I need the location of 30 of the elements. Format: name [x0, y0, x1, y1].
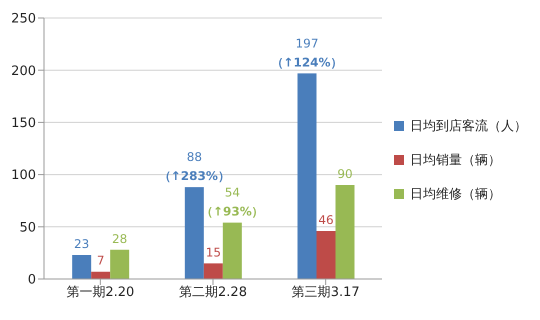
data-label: 15 — [206, 245, 221, 260]
y-tick-label: 100 — [11, 168, 36, 184]
legend-label: 日均销量（辆） — [410, 152, 501, 169]
bar — [184, 187, 204, 279]
data-label: 90 — [337, 167, 353, 182]
y-tick-label: 150 — [11, 116, 36, 132]
bar — [222, 222, 242, 279]
data-label: 46 — [318, 212, 334, 227]
x-tick-label: 第三期3.17 — [292, 285, 360, 300]
y-tick-label: 0 — [28, 272, 36, 288]
data-label: 88 （↑283%） — [158, 150, 230, 184]
y-tick-label: 250 — [11, 12, 36, 27]
legend-label: 日均到店客流（人） — [410, 118, 527, 135]
legend-label: 日均维修（辆） — [410, 186, 501, 203]
data-label: 28 — [112, 232, 128, 246]
bar — [336, 185, 354, 279]
bar — [110, 250, 130, 279]
bar — [204, 263, 223, 279]
data-label: 54 （↑93%） — [200, 186, 264, 219]
data-label: 7 — [96, 254, 104, 268]
bar — [316, 230, 336, 279]
bar — [91, 272, 110, 279]
x-tick-label: 第二期2.28 — [179, 285, 247, 300]
bar — [72, 254, 92, 279]
bar — [298, 73, 316, 279]
data-label: 23 — [74, 236, 90, 251]
x-tick-label: 第一期2.20 — [66, 285, 134, 300]
y-tick-label: 200 — [11, 64, 36, 79]
y-tick-label: 50 — [19, 220, 36, 236]
data-label: 197 （↑124%） — [271, 36, 343, 70]
